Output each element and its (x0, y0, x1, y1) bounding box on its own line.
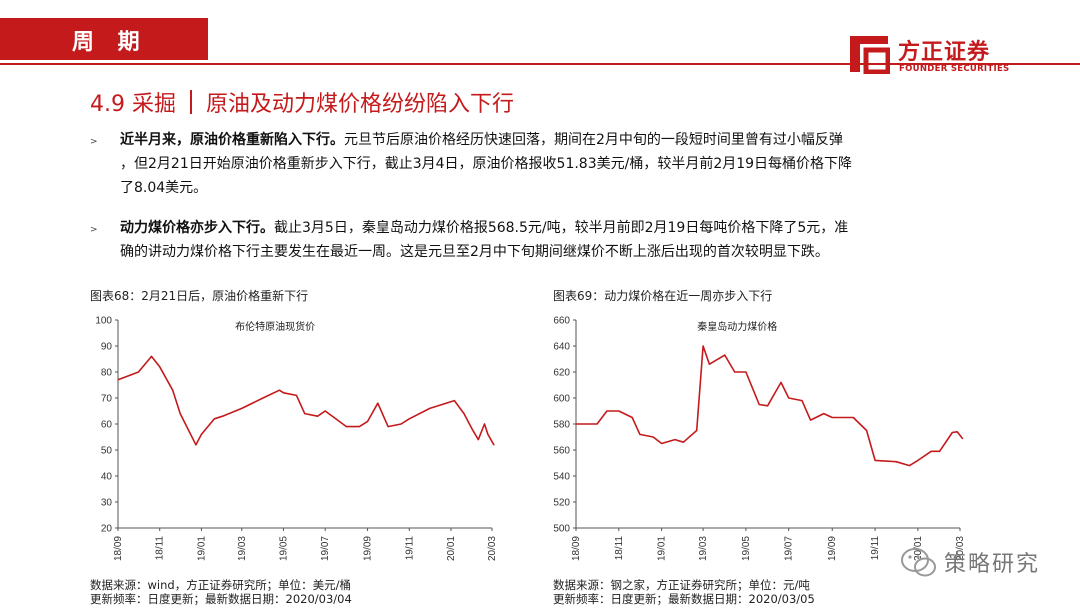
series-line-qhd-coal (576, 345, 964, 467)
title-separator (189, 90, 192, 114)
x-tick-label: 18/11 (614, 536, 625, 561)
x-tick-label: 18/09 (113, 536, 124, 561)
series-label: 布伦特原油现货价 (235, 320, 315, 333)
logo-english-name: FOUNDER SECURITIES (899, 64, 1010, 74)
y-tick-label: 70 (101, 394, 113, 405)
x-tick-label: 19/07 (784, 536, 795, 561)
y-tick-label: 500 (553, 524, 570, 535)
chart-caption-left: 图表68：2月21日后，原油价格重新下行 (90, 289, 309, 303)
x-tick-label: 20/01 (446, 536, 457, 561)
bullet-arrow-icon: > (90, 225, 98, 235)
y-tick-label: 80 (101, 368, 113, 379)
x-tick-label: 19/09 (827, 536, 838, 561)
bullet-oil-lead: 近半月来，原油价格重新陷入下行。 (120, 132, 344, 148)
bullet-oil-line3: 了8.04美元。 (120, 180, 208, 196)
x-tick-label: 19/05 (278, 536, 289, 561)
watermark-text: 策略研究 (944, 552, 1041, 577)
x-tick-label: 19/11 (870, 536, 881, 561)
bullet-coal-lead: 动力煤价格亦步入下行。 (120, 220, 274, 236)
source-left-line1: 数据来源：wind，方正证券研究所；单位：美元/桶 (90, 578, 352, 592)
y-tick-label: 660 (553, 316, 570, 327)
x-tick-label: 18/11 (155, 536, 166, 561)
y-tick-label: 60 (101, 420, 113, 431)
source-right-line2: 更新频率：日度更新；最新数据日期：2020/03/05 (553, 592, 815, 606)
x-tick-label: 19/09 (363, 536, 374, 561)
y-tick-label: 30 (101, 498, 113, 509)
bullet-oil-line1: 近半月来，原油价格重新陷入下行。元旦节后原油价格经历快速回落，期间在2月中旬的一… (120, 128, 1040, 152)
source-right-line1: 数据来源：钢之家，方正证券研究所；单位：元/吨 (553, 578, 810, 592)
y-tick-label: 560 (553, 446, 570, 457)
y-tick-label: 90 (101, 342, 113, 353)
company-logo: 方正证券 FOUNDER SECURITIES (848, 32, 1058, 76)
bullet-arrow-icon: > (90, 137, 98, 147)
header-divider (0, 63, 1080, 65)
source-left-line2: 更新频率：日度更新；最新数据日期：2020/03/04 (90, 592, 352, 606)
bullet-oil-text1: 元旦节后原油价格经历快速回落，期间在2月中旬的一段短时间里曾有过小幅反弹 (344, 132, 843, 148)
x-tick-label: 20/03 (955, 536, 966, 561)
bullet-oil-line2: ，但2月21日开始原油价格重新步入下行，截止3月4日，原油价格报收51.83美元… (120, 156, 853, 172)
title-number: 4.9 采掘 (90, 92, 176, 117)
logo-chinese-name: 方正证券 (898, 40, 991, 65)
y-tick-label: 100 (95, 316, 112, 327)
x-tick-label: 19/07 (320, 536, 331, 561)
source-left: 数据来源：wind，方正证券研究所；单位：美元/桶 更新频率：日度更新；最新数据… (90, 578, 352, 606)
source-right: 数据来源：钢之家，方正证券研究所；单位：元/吨 更新频率：日度更新；最新数据日期… (553, 578, 815, 606)
x-tick-label: 19/03 (698, 536, 709, 561)
wechat-watermark: 策略研究 (900, 542, 1070, 582)
x-tick-label: 19/11 (404, 536, 415, 561)
x-tick-label: 19/01 (657, 536, 668, 561)
x-tick-label: 18/09 (571, 536, 582, 561)
series-line-brent-oil (117, 355, 495, 446)
oil-price-chart: 20 30 40 50 60 70 80 90 100 18/09 18/11 19/01 19/03 1… (95, 316, 498, 562)
y-tick-label: 50 (101, 446, 113, 457)
x-tick-label: 19/01 (196, 536, 207, 561)
y-tick-label: 520 (553, 498, 570, 509)
x-tick-label: 20/01 (913, 536, 924, 561)
x-tick-label: 20/03 (487, 536, 498, 561)
coal-price-chart: 500 520 540 560 580 600 620 640 660 18/09 18/11 19/… (553, 316, 966, 562)
wechat-icon (901, 548, 936, 577)
bullet-coal-text1: 截止3月5日，秦皇岛动力煤价格报568.5元/吨，较半月前即2月19日每吨价格下… (274, 220, 849, 236)
x-tick-label: 19/05 (741, 536, 752, 561)
y-tick-label: 20 (101, 524, 113, 535)
y-tick-label: 40 (101, 472, 113, 483)
series-label: 秦皇岛动力煤价格 (697, 320, 777, 333)
y-tick-label: 540 (553, 472, 570, 483)
y-tick-label: 640 (553, 342, 570, 353)
section-tab (0, 18, 208, 60)
page-title: 4.9 采掘 原油及动力煤价格纷纷陷入下行 (90, 86, 514, 118)
bullet-coal-line2: 确的讲动力煤价格下行主要发生在最近一周。这是元旦至2月中下旬期间继煤价不断上涨后… (120, 244, 829, 260)
x-tick-label: 19/03 (237, 536, 248, 561)
y-tick-label: 600 (553, 394, 570, 405)
y-tick-label: 620 (553, 368, 570, 379)
bullet-coal-line1: 动力煤价格亦步入下行。截止3月5日，秦皇岛动力煤价格报568.5元/吨，较半月前… (120, 216, 1040, 240)
section-tab-label: 周 期 (72, 30, 148, 55)
chart-caption-right: 图表69：动力煤价格在近一周亦步入下行 (553, 289, 773, 303)
founder-logo-icon (850, 36, 890, 74)
title-text: 原油及动力煤价格纷纷陷入下行 (205, 92, 514, 117)
y-tick-label: 580 (553, 420, 570, 431)
